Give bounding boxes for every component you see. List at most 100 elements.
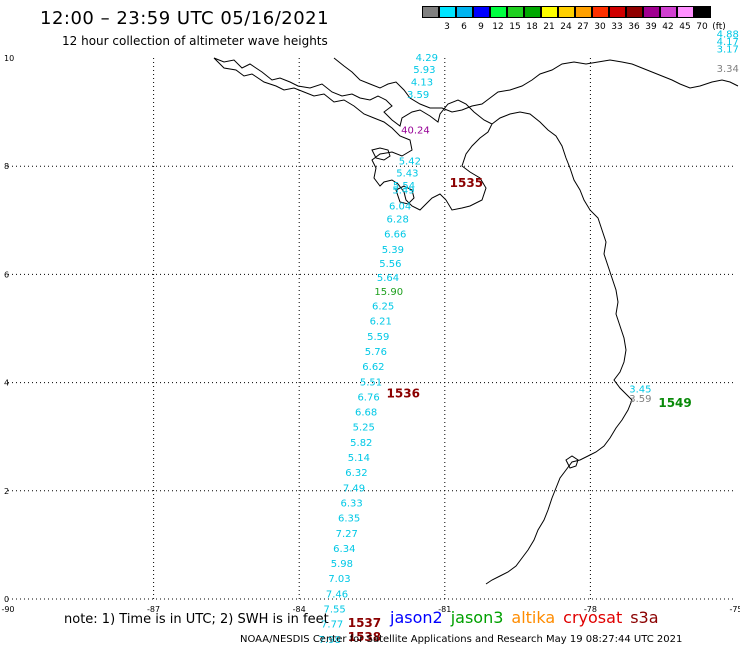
legend-label: 42	[662, 22, 674, 32]
legend-swatch	[592, 6, 609, 18]
legend-label: 33	[611, 22, 623, 32]
footnote: note: 1) Time is in UTC; 2) SWH is in fe…	[64, 612, 329, 627]
satellite-legend: jason2 jason3 altika cryosat s3a	[390, 608, 667, 627]
satellite-name: jason2	[390, 608, 443, 627]
lat-tick-label: 8	[4, 162, 9, 171]
wave-height-value: 6.28	[387, 214, 409, 225]
wave-height-value: 40.24	[401, 126, 430, 137]
wave-height-value: 6.04	[389, 201, 411, 212]
lat-tick-label: 2	[4, 487, 9, 496]
legend-swatch	[609, 6, 626, 18]
legend-swatch	[575, 6, 592, 18]
legend-label: 6	[461, 22, 467, 32]
wave-height-value: 7.03	[328, 574, 350, 585]
lat-tick-label: 4	[4, 379, 9, 388]
legend-swatch	[660, 6, 677, 18]
legend-swatch	[524, 6, 541, 18]
wave-height-value: 3.59	[629, 394, 651, 405]
satellite-name: jason3	[450, 608, 504, 627]
legend-label: 24	[560, 22, 572, 32]
legend-swatch	[422, 6, 439, 18]
wave-height-value: 5.76	[365, 347, 387, 358]
wave-height-value: 15.90	[374, 287, 403, 298]
legend-swatch	[490, 6, 507, 18]
wave-height-value: 5.51	[360, 377, 382, 388]
island-azuero	[395, 185, 415, 205]
wave-height-value: 6.32	[345, 468, 367, 479]
wave-height-value: 7.27	[336, 529, 358, 540]
island-coiba	[371, 147, 391, 161]
legend-swatch	[541, 6, 558, 18]
pass-label: 1537	[348, 616, 381, 630]
coastline-colombia	[485, 111, 633, 585]
wave-height-value: 5.59	[367, 332, 389, 343]
wave-height-value: 6.25	[372, 302, 394, 313]
chart-subtitle: 12 hour collection of altimeter wave hei…	[62, 34, 328, 48]
wave-height-value: 5.56	[379, 259, 401, 270]
lon-tick-label: -81	[438, 605, 451, 614]
lat-tick-label: 10	[4, 54, 14, 63]
legend-swatch	[694, 6, 711, 18]
lon-tick-label: -75	[729, 605, 740, 614]
wave-height-value: 6.68	[355, 408, 377, 419]
legend-swatch	[558, 6, 575, 18]
wave-height-value: 3.45	[629, 384, 651, 395]
wave-height-value: 6.62	[362, 362, 384, 373]
legend-label: 9	[478, 22, 484, 32]
wave-height-value: 6.35	[338, 514, 360, 525]
legend-label: 39	[645, 22, 657, 32]
wave-height-value: 5.49	[392, 185, 414, 196]
wave-height-value: 4.13	[411, 78, 433, 89]
wave-height-value: 5.82	[350, 438, 372, 449]
coastline-costa-rica-panama	[213, 57, 493, 211]
wave-height-value: 3.59	[407, 90, 429, 101]
wave-height-value: 7.49	[343, 483, 365, 494]
pass-label: 1538	[348, 630, 381, 644]
wave-height-value: 6.34	[333, 544, 355, 555]
wave-height-value: 5.54	[393, 181, 415, 192]
satellite-name: cryosat	[563, 608, 623, 627]
pass-label: 1536	[387, 387, 420, 401]
legend-swatch	[677, 6, 694, 18]
legend-label: 3	[444, 22, 450, 32]
legend-label: 36	[628, 22, 640, 32]
wave-height-value: 7.46	[326, 589, 348, 600]
wave-height-value: 6.76	[357, 392, 379, 403]
legend-label: 30	[594, 22, 606, 32]
legend-swatch	[473, 6, 490, 18]
wave-height-value: 5.25	[353, 423, 375, 434]
wave-height-value: 4.29	[416, 53, 438, 64]
legend-label: 21	[543, 22, 555, 32]
lat-lon-grid: -90 -87 -84 -81 -78 -75 0 2 4 6 8 10	[1, 54, 740, 614]
legend-swatch	[456, 6, 473, 18]
wave-height-value: 7.77	[321, 620, 343, 631]
wave-height-value: 3.34	[717, 64, 739, 75]
legend-label: 27	[577, 22, 589, 32]
wave-height-value: 6.21	[370, 317, 392, 328]
wave-height-value: 5.43	[396, 168, 418, 179]
wave-height-value: 6.33	[340, 498, 362, 509]
lon-tick-label: -90	[1, 605, 14, 614]
wave-height-value: 7.98	[319, 635, 341, 646]
lat-tick-label: 6	[4, 270, 9, 279]
wave-height-value: 6.66	[384, 230, 406, 241]
wave-height-value: 5.64	[377, 273, 399, 284]
lon-tick-label: -78	[584, 605, 597, 614]
wave-height-value: 7.55	[323, 605, 345, 616]
chart-title: 12:00 – 23:59 UTC 05/16/2021	[40, 8, 330, 29]
coastline-caribbean	[333, 57, 739, 113]
legend-label: 45	[679, 22, 691, 32]
legend-label: 70	[696, 22, 708, 32]
satellite-name: altika	[511, 608, 556, 627]
pass-label: 1549	[658, 396, 691, 410]
legend-swatch	[626, 6, 643, 18]
pass-label: 1535	[450, 176, 483, 190]
wave-height-value: 4.17	[717, 37, 739, 48]
coastline	[213, 57, 739, 585]
legend-swatch	[643, 6, 660, 18]
legend-label: 18	[526, 22, 538, 32]
lat-tick-label: 0	[4, 595, 9, 604]
legend-label: 15	[509, 22, 521, 32]
wave-height-value: 5.98	[331, 559, 353, 570]
